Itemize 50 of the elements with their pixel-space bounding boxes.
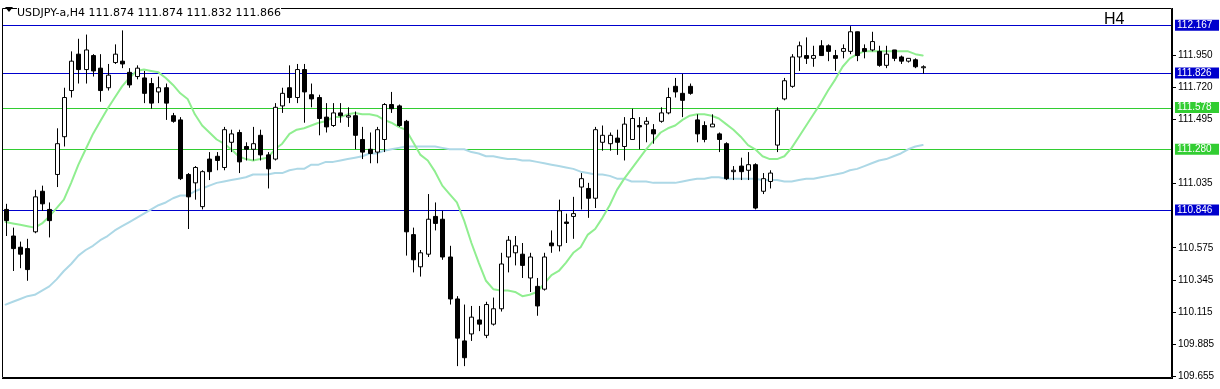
candlestick: [579, 172, 584, 210]
candlestick: [491, 297, 496, 327]
candlestick: [149, 77, 154, 110]
candlestick: [382, 102, 387, 153]
candlestick: [630, 108, 635, 140]
candlestick: [593, 126, 598, 209]
candlestick: [164, 83, 169, 121]
candlestick: [455, 295, 460, 367]
candlestick: [484, 301, 489, 339]
candlestick: [790, 53, 795, 89]
candlestick: [244, 141, 249, 161]
y-tick-label: 111.720: [1178, 81, 1214, 93]
ref-line-label: 111.280: [1177, 143, 1213, 155]
candlestick: [360, 126, 365, 160]
candlestick: [317, 94, 322, 136]
candlestick: [353, 111, 358, 150]
candlestick: [702, 120, 707, 143]
candlestick: [811, 45, 816, 68]
y-tick-label: 110.575: [1178, 241, 1214, 253]
candlestick: [753, 162, 758, 210]
candlestick: [346, 106, 351, 128]
candlestick: [229, 129, 234, 153]
candlestick: [833, 49, 838, 72]
candlestick: [746, 151, 751, 181]
candlestick: [761, 172, 766, 195]
candlestick: [251, 126, 256, 161]
ref-line-label: 111.826: [1177, 66, 1213, 78]
candlestick: [331, 102, 336, 128]
ref-line-label: 110.846: [1177, 203, 1213, 215]
ref-line-label: 111.578: [1177, 101, 1213, 113]
candlestick: [477, 305, 482, 332]
candlestick: [804, 36, 809, 65]
candlestick: [55, 127, 60, 188]
y-tick-label: 111.495: [1178, 112, 1214, 124]
y-tick-label: 110.115: [1178, 306, 1214, 317]
candlestick: [717, 132, 722, 153]
text: H4: [1104, 10, 1125, 28]
y-tick-label: 109.885: [1178, 338, 1215, 350]
y-tick-label: 109.655: [1178, 370, 1215, 382]
chart-title: USDJPY-a,H4 111.874 111.874 111.832 111.866: [17, 6, 281, 19]
candlestick: [142, 70, 147, 104]
candlestick: [848, 25, 853, 55]
candlestick: [222, 126, 227, 171]
y-tick-label: 110.345: [1178, 273, 1214, 285]
candlestick: [375, 126, 380, 164]
y-tick-label: 111.950: [1178, 49, 1214, 61]
candlestick: [397, 104, 402, 128]
candlestick: [571, 196, 576, 240]
ref-line-label: 112.167: [1177, 18, 1213, 30]
y-tick-label: 111.035: [1178, 177, 1214, 189]
